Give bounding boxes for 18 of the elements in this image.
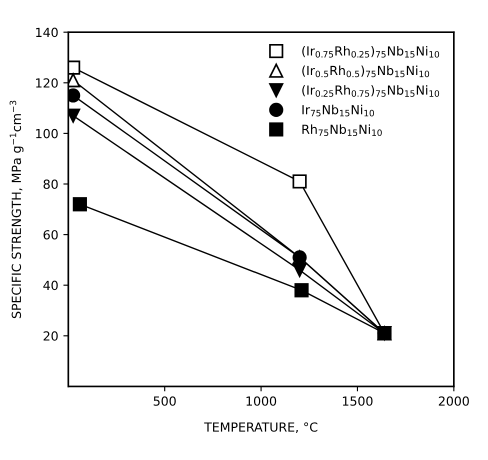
- y-tick-label: 20: [44, 331, 58, 341]
- legend-label: Ir$_{75}$Nb$_{15}$Ni$_{10}$: [302, 104, 374, 116]
- y-tick-label: 100: [36, 128, 58, 138]
- y-tick-label: 60: [44, 230, 58, 240]
- text: (Ir$_{0.5}$Rh$_{0.5}$)$_{75}$Nb$_{15}$Ni$_{10}$: [302, 66, 430, 78]
- x-tick-label: 500: [154, 396, 176, 406]
- x-tick-label: 1000: [246, 396, 276, 406]
- text: (Ir$_{0.75}$Rh$_{0.25}$)$_{75}$Nb$_{15}$Ni$_{10}$: [302, 46, 440, 58]
- y-tick-label: 40: [43, 280, 58, 290]
- legend-label: Rh$_{75}$Nb$_{15}$Ni$_{10}$: [302, 124, 382, 136]
- y-axis-title: SPECIFIC STRENGTH, MPa g$^{−1}$cm$^{−3}$: [10, 100, 24, 318]
- x-axis-title: TEMPERATURE, °C: [204, 422, 318, 434]
- x-tick-label: 1500: [342, 396, 373, 406]
- y-tick-label: 80: [44, 179, 58, 189]
- x-tick-label: 2000: [438, 396, 469, 406]
- text: (Ir$_{0.25}$Rh$_{0.75}$)$_{75}$Nb$_{15}$Ni$_{10}$: [302, 85, 440, 97]
- y-tick-label: 140: [36, 28, 58, 38]
- y-tick-label: 120: [36, 78, 58, 88]
